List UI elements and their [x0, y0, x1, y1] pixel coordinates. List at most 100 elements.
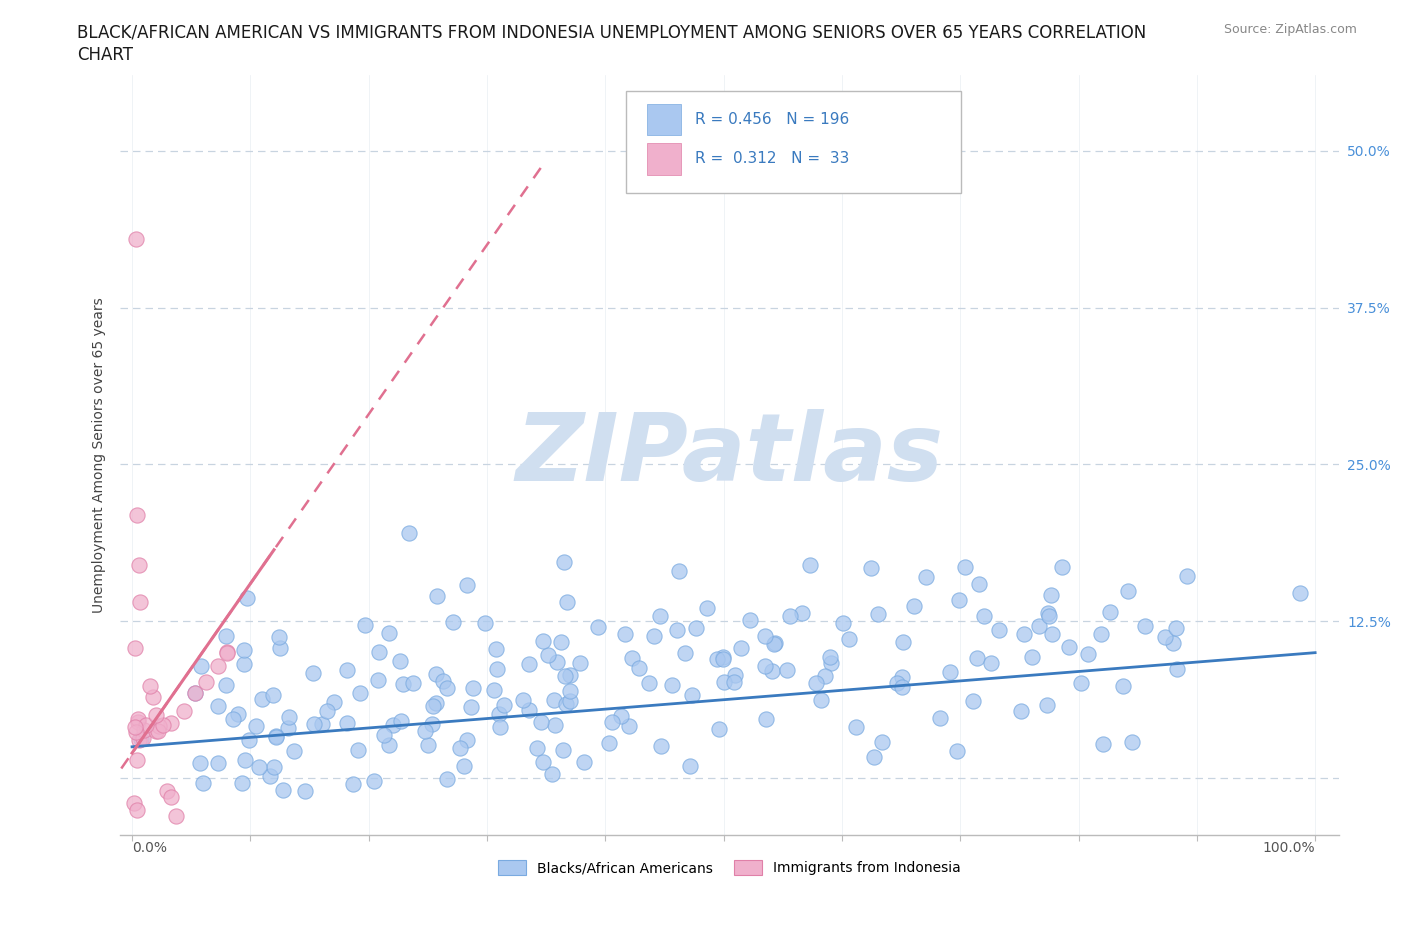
Point [488, 707, 510, 722]
Text: ZIPatlas: ZIPatlas [516, 409, 943, 501]
Point [810, 692, 832, 707]
Text: 0.0%: 0.0% [132, 841, 167, 855]
Point [207, 658, 229, 673]
Point [125, 507, 148, 522]
Point [915, 570, 938, 585]
Point [124, 796, 146, 811]
Point [474, 616, 496, 631]
Text: 100.0%: 100.0% [1263, 841, 1315, 855]
Point [207, 755, 229, 770]
Point [890, 670, 912, 684]
Point [755, 711, 778, 726]
Point [264, 728, 287, 743]
Point [987, 623, 1010, 638]
Point [891, 634, 914, 649]
Point [859, 561, 882, 576]
Point [966, 651, 988, 666]
Point [1133, 618, 1156, 633]
Point [125, 724, 148, 739]
Point [422, 698, 444, 713]
Point [342, 777, 364, 791]
Point [1038, 609, 1060, 624]
Point [349, 685, 371, 700]
Point [763, 637, 786, 652]
Point [863, 750, 886, 764]
Point [1052, 560, 1074, 575]
Point [382, 717, 405, 732]
Point [128, 557, 150, 572]
Point [184, 685, 207, 700]
Point [554, 669, 576, 684]
Point [1289, 586, 1312, 601]
Point [231, 776, 253, 790]
Point [215, 644, 238, 659]
Point [939, 665, 962, 680]
Point [492, 698, 515, 712]
Point [389, 653, 412, 668]
Point [392, 676, 415, 691]
Point [598, 735, 620, 750]
Point [425, 667, 447, 682]
Point [643, 629, 665, 644]
Point [347, 742, 370, 757]
Point [425, 696, 447, 711]
Point [148, 718, 170, 733]
Point [560, 684, 582, 698]
Point [792, 605, 814, 620]
Point [614, 626, 637, 641]
Point [668, 564, 690, 578]
Point [1099, 604, 1122, 619]
Point [389, 713, 412, 728]
Point [763, 635, 786, 650]
Point [378, 737, 401, 752]
Point [713, 675, 735, 690]
Point [413, 724, 436, 738]
Point [127, 802, 149, 817]
Point [278, 710, 301, 724]
Point [398, 526, 420, 541]
Point [512, 692, 534, 707]
Point [799, 558, 821, 573]
Point [420, 717, 443, 732]
Y-axis label: Unemployment Among Seniors over 65 years: Unemployment Among Seniors over 65 years [93, 298, 107, 613]
Point [711, 652, 734, 667]
Point [124, 720, 146, 735]
Point [436, 771, 458, 786]
Point [152, 718, 174, 733]
Point [706, 651, 728, 666]
Point [264, 730, 287, 745]
FancyBboxPatch shape [647, 143, 681, 175]
Point [425, 589, 447, 604]
Point [283, 744, 305, 759]
Point [531, 754, 554, 769]
Point [436, 681, 458, 696]
Point [550, 634, 572, 649]
Point [754, 629, 776, 644]
Legend: Blacks/African Americans, Immigrants from Indonesia: Blacks/African Americans, Immigrants fro… [494, 855, 966, 881]
Text: Source: ZipAtlas.com: Source: ZipAtlas.com [1223, 23, 1357, 36]
Point [368, 644, 391, 659]
Point [139, 678, 162, 693]
Point [761, 663, 783, 678]
Point [558, 668, 581, 683]
Point [555, 697, 578, 711]
Text: CHART: CHART [77, 46, 134, 64]
Point [245, 719, 267, 734]
Point [485, 642, 508, 657]
Point [222, 711, 245, 726]
Point [135, 718, 157, 733]
Point [973, 609, 995, 624]
Point [1010, 703, 1032, 718]
Point [517, 703, 540, 718]
Point [820, 656, 842, 671]
Point [277, 721, 299, 736]
Point [1070, 675, 1092, 690]
Point [1121, 734, 1143, 749]
Point [967, 577, 990, 591]
Point [124, 641, 146, 656]
Point [530, 714, 553, 729]
Point [553, 742, 575, 757]
Point [754, 658, 776, 673]
Point [173, 703, 195, 718]
Point [868, 606, 890, 621]
